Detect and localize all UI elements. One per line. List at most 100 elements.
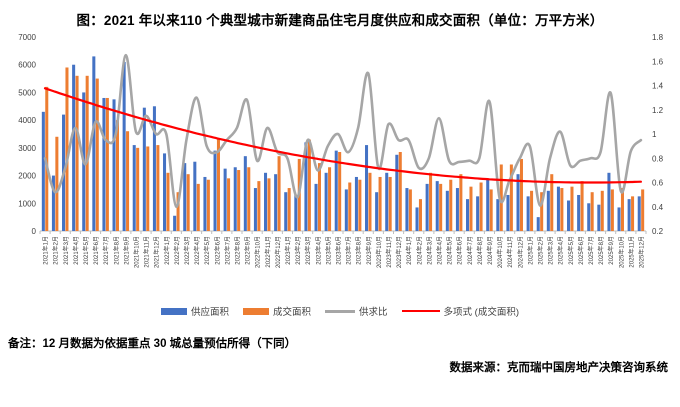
- svg-text:2023年2月: 2023年2月: [294, 236, 302, 265]
- svg-text:2024年12月: 2024年12月: [516, 236, 524, 268]
- x-axis: [39, 230, 647, 234]
- svg-text:2025年6月: 2025年6月: [577, 236, 585, 265]
- svg-text:2025年10月: 2025年10月: [617, 236, 625, 268]
- svg-text:5000: 5000: [18, 88, 36, 97]
- svg-text:2025年2月: 2025年2月: [536, 236, 544, 265]
- svg-text:2025年8月: 2025年8月: [597, 236, 605, 265]
- svg-text:2024年9月: 2024年9月: [486, 236, 494, 265]
- svg-text:2022年8月: 2022年8月: [233, 236, 241, 265]
- svg-text:2023年12月: 2023年12月: [395, 236, 403, 268]
- legend-label-supply: 供应面积: [190, 307, 229, 318]
- svg-text:2021年5月: 2021年5月: [82, 236, 90, 265]
- svg-text:2023年11月: 2023年11月: [385, 236, 393, 268]
- svg-text:2023年10月: 2023年10月: [375, 236, 383, 268]
- svg-text:2023年1月: 2023年1月: [284, 236, 292, 265]
- svg-text:2022年9月: 2022年9月: [244, 236, 252, 265]
- svg-text:2024年7月: 2024年7月: [466, 236, 474, 265]
- transaction-swatch: [243, 307, 269, 315]
- footnote: 备注：12 月数据为依据重点 30 城总量预估所得（下同）: [8, 338, 297, 350]
- svg-text:2022年6月: 2022年6月: [213, 236, 221, 265]
- svg-text:2024年1月: 2024年1月: [405, 236, 413, 265]
- svg-text:7000: 7000: [18, 33, 36, 42]
- svg-text:0.4: 0.4: [652, 203, 664, 212]
- legend-item-trend: 多项式 (成交面积): [401, 304, 519, 318]
- ratio-line: [43, 53, 643, 209]
- svg-text:2021年11月: 2021年11月: [143, 236, 151, 268]
- legend-label-trend: 多项式 (成交面积): [443, 307, 519, 318]
- svg-text:2000: 2000: [18, 172, 36, 181]
- svg-text:2024年11月: 2024年11月: [506, 236, 514, 268]
- svg-text:2021年3月: 2021年3月: [62, 236, 70, 265]
- svg-text:1: 1: [652, 130, 657, 139]
- svg-text:2021年1月: 2021年1月: [42, 236, 50, 265]
- svg-text:0: 0: [32, 227, 37, 236]
- ratio-line-swatch: [325, 309, 356, 313]
- supply-bars: [41, 56, 641, 232]
- svg-text:2022年4月: 2022年4月: [193, 236, 201, 265]
- svg-text:2025年5月: 2025年5月: [567, 236, 575, 265]
- svg-text:2023年6月: 2023年6月: [334, 236, 342, 265]
- svg-text:2023年7月: 2023年7月: [345, 236, 353, 265]
- svg-text:2024年10月: 2024年10月: [496, 236, 504, 268]
- svg-text:4000: 4000: [18, 116, 36, 125]
- svg-text:2025年7月: 2025年7月: [587, 236, 595, 265]
- supply-swatch: [160, 307, 187, 315]
- x-axis-labels: 2021年1月 2021年2月 2021年3月 2021年4月 2021年5月 2021年…: [42, 236, 646, 268]
- svg-text:2021年4月: 2021年4月: [72, 236, 80, 265]
- chart-title: 图：2021 年以来110 个典型城市新建商品住宅月度供应和成交面积（单位：万平…: [76, 13, 604, 28]
- svg-text:2022年10月: 2022年10月: [254, 236, 262, 268]
- svg-text:2023年4月: 2023年4月: [314, 236, 322, 265]
- svg-text:2021年7月: 2021年7月: [102, 236, 110, 265]
- svg-text:2022年12月: 2022年12月: [274, 236, 282, 268]
- svg-text:1.2: 1.2: [652, 106, 664, 115]
- svg-text:1.8: 1.8: [652, 33, 664, 42]
- legend-item-ratio: 供求比: [325, 304, 388, 318]
- svg-text:2021年10月: 2021年10月: [132, 236, 140, 268]
- svg-text:2022年2月: 2022年2月: [173, 236, 181, 265]
- svg-text:2025年1月: 2025年1月: [526, 236, 534, 265]
- left-axis-labels: 0 1000 2000 3000 4000 5000 6000 7000: [18, 33, 36, 236]
- svg-text:1.4: 1.4: [652, 82, 664, 91]
- svg-text:2025年11月: 2025年11月: [627, 236, 635, 268]
- legend-item-supply: 供应面积: [160, 304, 229, 318]
- trend-line-swatch: [401, 309, 440, 313]
- svg-text:2021年8月: 2021年8月: [112, 236, 120, 265]
- svg-text:2025年9月: 2025年9月: [607, 236, 615, 265]
- combo-chart: 010002000300040005000600070000.20.40.60.…: [18, 33, 664, 268]
- svg-text:1000: 1000: [18, 199, 36, 208]
- svg-text:2025年4月: 2025年4月: [557, 236, 565, 265]
- right-axis-labels: 0.2 0.4 0.6 0.8 1 1.2 1.4 1.6 1.8: [652, 33, 664, 236]
- svg-text:2022年11月: 2022年11月: [264, 236, 272, 268]
- legend-item-transaction: 成交面积: [243, 304, 311, 318]
- svg-text:2022年5月: 2022年5月: [203, 236, 211, 265]
- svg-text:2022年1月: 2022年1月: [163, 236, 171, 265]
- svg-text:2021年2月: 2021年2月: [52, 236, 60, 265]
- svg-text:2024年2月: 2024年2月: [415, 236, 423, 265]
- svg-text:0.8: 0.8: [652, 154, 664, 163]
- svg-text:2023年3月: 2023年3月: [304, 236, 312, 265]
- svg-text:2023年8月: 2023年8月: [355, 236, 363, 265]
- svg-text:2024年3月: 2024年3月: [425, 236, 433, 265]
- svg-text:2021年6月: 2021年6月: [92, 236, 100, 265]
- svg-text:0.2: 0.2: [652, 227, 664, 236]
- svg-text:2022年7月: 2022年7月: [223, 236, 231, 265]
- svg-text:2025年3月: 2025年3月: [547, 236, 555, 265]
- svg-text:2024年5月: 2024年5月: [446, 236, 454, 265]
- svg-text:2024年6月: 2024年6月: [456, 236, 464, 265]
- svg-text:2021年12月: 2021年12月: [153, 236, 161, 268]
- trend-line: [43, 87, 642, 184]
- svg-text:2024年8月: 2024年8月: [476, 236, 484, 265]
- svg-text:2024年4月: 2024年4月: [435, 236, 443, 265]
- legend-label-ratio: 供求比: [359, 307, 388, 318]
- svg-text:6000: 6000: [18, 61, 36, 70]
- svg-text:3000: 3000: [18, 144, 36, 153]
- svg-text:2022年3月: 2022年3月: [183, 236, 191, 265]
- legend-label-transaction: 成交面积: [273, 307, 312, 318]
- data-source: 数据来源：克而瑞中国房地产决策咨询系统: [449, 362, 669, 374]
- transaction-bars: [45, 67, 645, 231]
- chart-area: 0 1000 2000 3000 4000 5000 6000 7000 0.2 0.4 0.6 0.…: [0, 29, 680, 301]
- svg-text:1.6: 1.6: [652, 57, 664, 66]
- svg-text:2025年12月: 2025年12月: [637, 236, 645, 268]
- svg-text:0.6: 0.6: [652, 179, 664, 188]
- chart-legend: 供应面积 成交面积 供求比 多项式 (成交面积): [0, 303, 680, 319]
